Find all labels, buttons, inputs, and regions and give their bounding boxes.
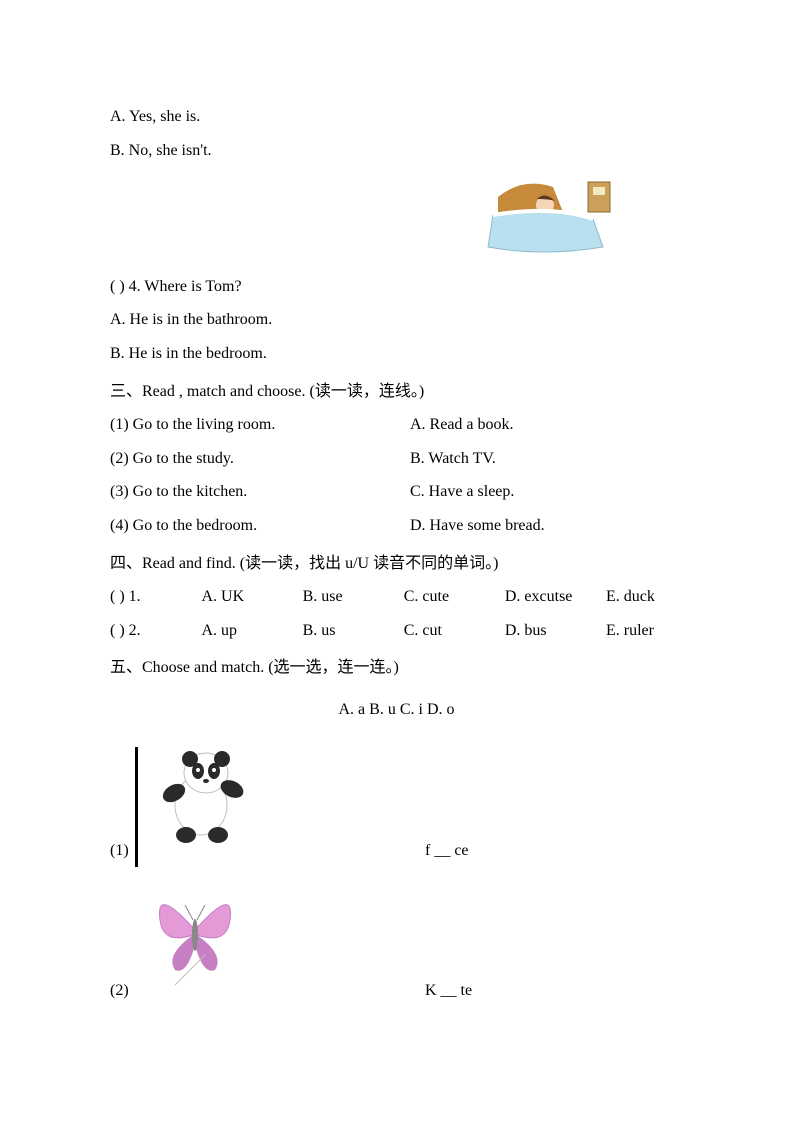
panda-icon bbox=[146, 735, 266, 855]
phonics-2-d: D. bus bbox=[505, 614, 606, 648]
section-5-options: A. a B. u C. i D. o bbox=[110, 693, 683, 727]
match-3-right: C. Have a sleep. bbox=[410, 475, 514, 509]
match-1-left: (1) Go to the living room. bbox=[110, 408, 410, 442]
match-3-left: (3) Go to the kitchen. bbox=[110, 475, 410, 509]
match-2-right: B. Watch TV. bbox=[410, 442, 496, 476]
prev-question-option-b: B. No, she isn't. bbox=[110, 134, 683, 168]
item-5-2-word: K __ te bbox=[425, 974, 472, 1008]
vertical-bar-icon bbox=[135, 747, 138, 867]
panda-image bbox=[135, 735, 425, 868]
butterfly-image bbox=[135, 875, 425, 1008]
bedroom-icon bbox=[483, 177, 613, 257]
phonics-1-d: D. excutse bbox=[505, 580, 606, 614]
match-row-1: (1) Go to the living room. A. Read a boo… bbox=[110, 408, 683, 442]
phonics-2-c: C. cut bbox=[404, 614, 505, 648]
match-4-right: D. Have some bread. bbox=[410, 509, 545, 543]
match-row-3: (3) Go to the kitchen. C. Have a sleep. bbox=[110, 475, 683, 509]
item-5-1: (1) f __ ce bbox=[110, 735, 683, 868]
match-2-left: (2) Go to the study. bbox=[110, 442, 410, 476]
phonics-2-b: B. us bbox=[303, 614, 404, 648]
bedroom-image bbox=[110, 177, 683, 270]
match-row-4: (4) Go to the bedroom. D. Have some brea… bbox=[110, 509, 683, 543]
phonics-row-2: ( ) 2. A. up B. us C. cut D. bus E. rule… bbox=[110, 614, 683, 648]
phonics-1-a: A. UK bbox=[201, 580, 302, 614]
prev-question-option-a: A. Yes, she is. bbox=[110, 100, 683, 134]
section-3-title: 三、Read , match and choose. (读一读，连线。) bbox=[110, 375, 683, 409]
item-5-2: (2) K __ te bbox=[110, 875, 683, 1008]
worksheet-page: A. Yes, she is. B. No, she isn't. ( ) 4.… bbox=[0, 0, 793, 1068]
item-5-1-word: f __ ce bbox=[425, 834, 469, 868]
match-4-left: (4) Go to the bedroom. bbox=[110, 509, 410, 543]
phonics-1-c: C. cute bbox=[404, 580, 505, 614]
phonics-2-paren: ( ) 2. bbox=[110, 614, 201, 648]
section-4-title: 四、Read and find. (读一读，找出 u/U 读音不同的单词。) bbox=[110, 547, 683, 581]
question-4-option-a: A. He is in the bathroom. bbox=[110, 303, 683, 337]
phonics-1-e: E. duck bbox=[606, 580, 683, 614]
phonics-2-a: A. up bbox=[201, 614, 302, 648]
match-row-2: (2) Go to the study. B. Watch TV. bbox=[110, 442, 683, 476]
section-5-title: 五、Choose and match. (选一选，连一连。) bbox=[110, 651, 683, 685]
match-1-right: A. Read a book. bbox=[410, 408, 514, 442]
butterfly-icon bbox=[135, 875, 255, 995]
item-5-2-num: (2) bbox=[110, 974, 135, 1008]
item-5-1-num: (1) bbox=[110, 834, 135, 868]
question-4-option-b: B. He is in the bedroom. bbox=[110, 337, 683, 371]
phonics-row-1: ( ) 1. A. UK B. use C. cute D. excutse E… bbox=[110, 580, 683, 614]
phonics-1-b: B. use bbox=[303, 580, 404, 614]
question-4: ( ) 4. Where is Tom? bbox=[110, 270, 683, 304]
phonics-1-paren: ( ) 1. bbox=[110, 580, 201, 614]
phonics-2-e: E. ruler bbox=[606, 614, 683, 648]
